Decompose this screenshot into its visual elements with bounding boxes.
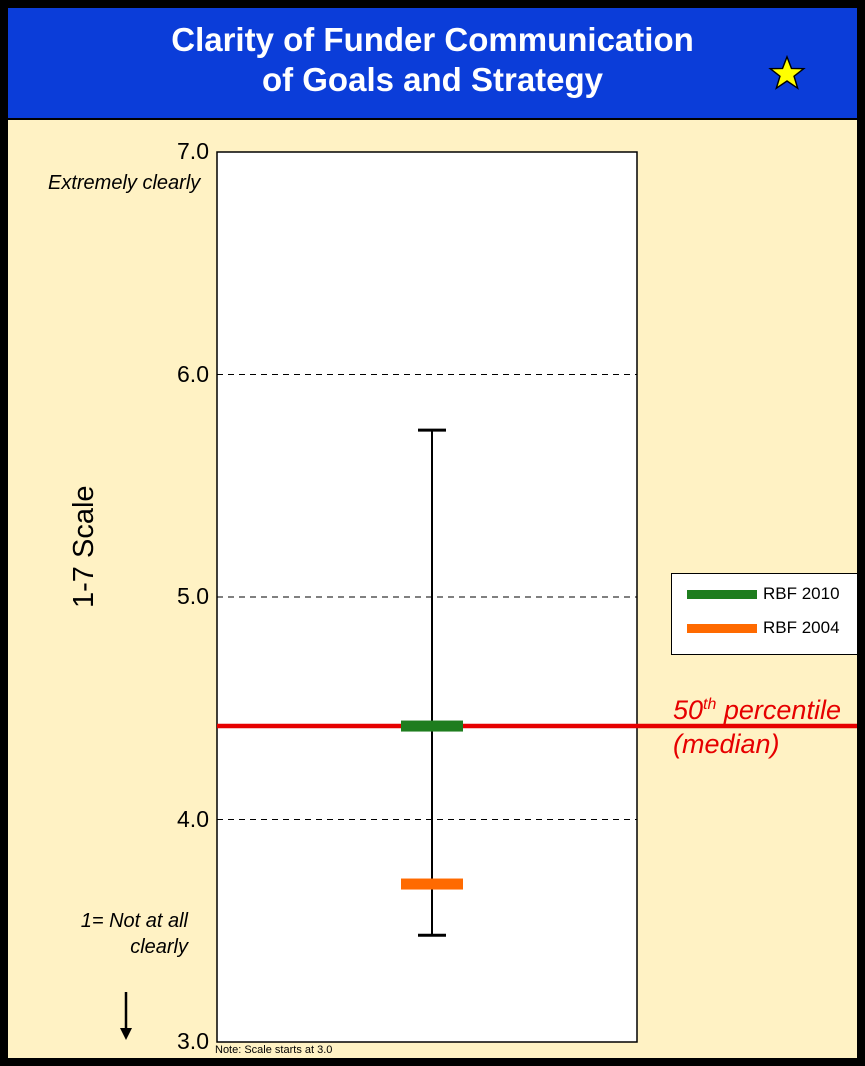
- y-axis-label: 1-7 Scale: [68, 485, 100, 608]
- star-icon: [768, 54, 806, 90]
- y-tick-label-5.0: 5.0: [177, 583, 209, 609]
- top-annotation: Extremely clearly: [48, 172, 201, 194]
- marker-rbf-2010: [401, 720, 463, 732]
- title-line-1: Clarity of Funder Communication: [171, 21, 694, 58]
- range-chart: [216, 151, 857, 1043]
- marker-rbf-2004: [401, 878, 463, 890]
- title-line-2: of Goals and Strategy: [261, 61, 604, 98]
- down-arrow-icon: [120, 992, 132, 1040]
- legend-item-rbf-2004: RBF 2004: [687, 616, 840, 640]
- chart-frame: Clarity of Funder Communication of Goals…: [6, 6, 859, 1060]
- y-tick-label-3.0: 3.0: [177, 1028, 209, 1054]
- legend-swatch-rbf-2010: [687, 589, 757, 599]
- chart-title: Clarity of Funder Communication of Goals…: [8, 20, 857, 100]
- legend-swatch-rbf-2004: [687, 623, 757, 633]
- bottom-annotation: 1= Not at all clearly: [80, 910, 188, 958]
- legend-label-rbf-2010: RBF 2010: [763, 584, 840, 603]
- y-tick-label-6.0: 6.0: [177, 360, 209, 387]
- chart-header: Clarity of Funder Communication of Goals…: [8, 8, 857, 120]
- legend-item-rbf-2010: RBF 2010: [687, 582, 840, 606]
- y-tick-label-7.0: 7.0: [177, 138, 209, 164]
- legend: RBF 2010 RBF 2004: [671, 573, 857, 655]
- scale-note: Note: Scale starts at 3.0: [215, 1044, 333, 1056]
- legend-label-rbf-2004: RBF 2004: [763, 618, 840, 637]
- y-tick-label-4.0: 4.0: [177, 805, 209, 832]
- median-label: 50th percentile (median): [673, 695, 841, 759]
